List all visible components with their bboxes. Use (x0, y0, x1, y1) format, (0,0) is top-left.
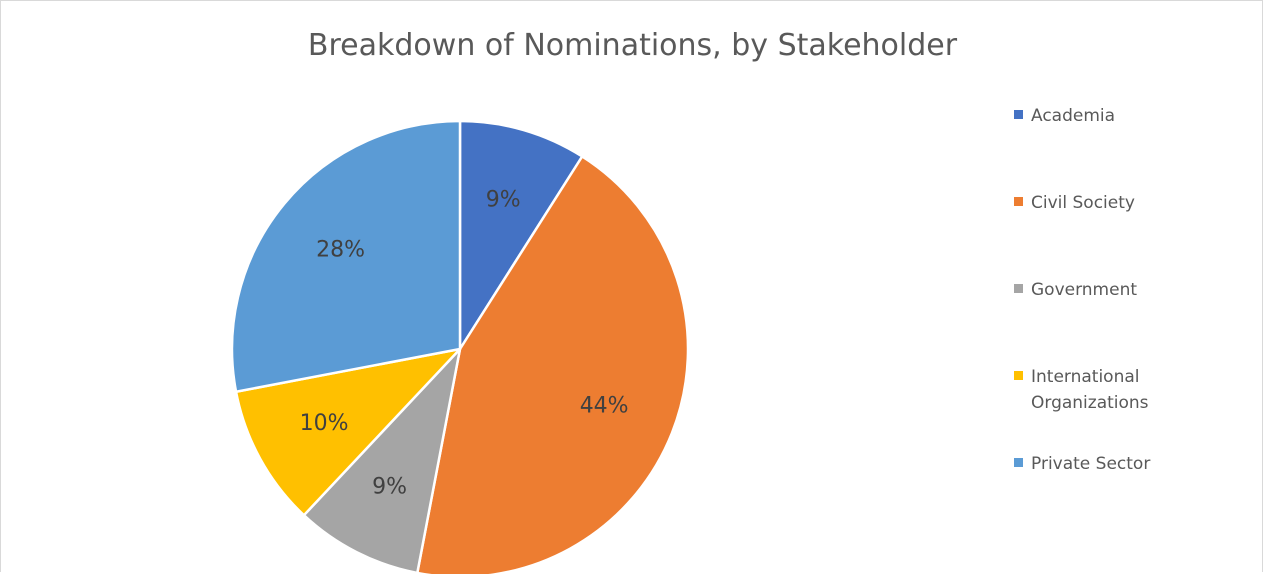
legend-label: Civil Society (1031, 193, 1135, 213)
pie-slice-civil-society (416, 155, 690, 574)
legend-item-civil-society: Civil Society (1014, 190, 1231, 216)
legend-swatch (1014, 458, 1023, 467)
legend-swatch (1014, 110, 1023, 119)
data-label-civil-society: 44% (580, 394, 629, 419)
chart-legend: Academia Civil Society Government Internati… (1014, 0, 1254, 574)
data-label-private-sector: 28% (316, 238, 365, 263)
legend-swatch (1014, 371, 1023, 380)
legend-label: International Organizations (1031, 367, 1149, 413)
pie-slice-academia (458, 119, 584, 351)
legend-label: Academia (1031, 106, 1116, 126)
pie-data-labels: 9% 44% 9% 10% 28% (300, 188, 629, 500)
legend-item-government: Government (1014, 277, 1231, 303)
legend-item-academia: Academia (1014, 103, 1231, 129)
chart-title: Breakdown of Nominations, by Stakeholder (307, 28, 958, 63)
legend-swatch (1014, 284, 1023, 293)
legend-item-private-sector: Private Sector (1014, 451, 1231, 477)
pie-slice-private-sector (230, 119, 462, 393)
legend-item-international-organizations: International Organizations (1014, 364, 1171, 416)
data-label-international-organizations: 10% (300, 411, 349, 436)
data-label-government: 9% (372, 475, 407, 500)
data-label-academia: 9% (486, 188, 521, 213)
legend-swatch (1014, 197, 1023, 206)
legend-label: Government (1031, 280, 1138, 300)
pie-slices (230, 119, 690, 574)
legend-label: Private Sector (1031, 454, 1151, 474)
pie-chart: 9% 44% 9% 10% 28% (230, 119, 690, 574)
pie-slice-international-organizations (234, 347, 462, 517)
pie-slice-government (302, 347, 462, 574)
